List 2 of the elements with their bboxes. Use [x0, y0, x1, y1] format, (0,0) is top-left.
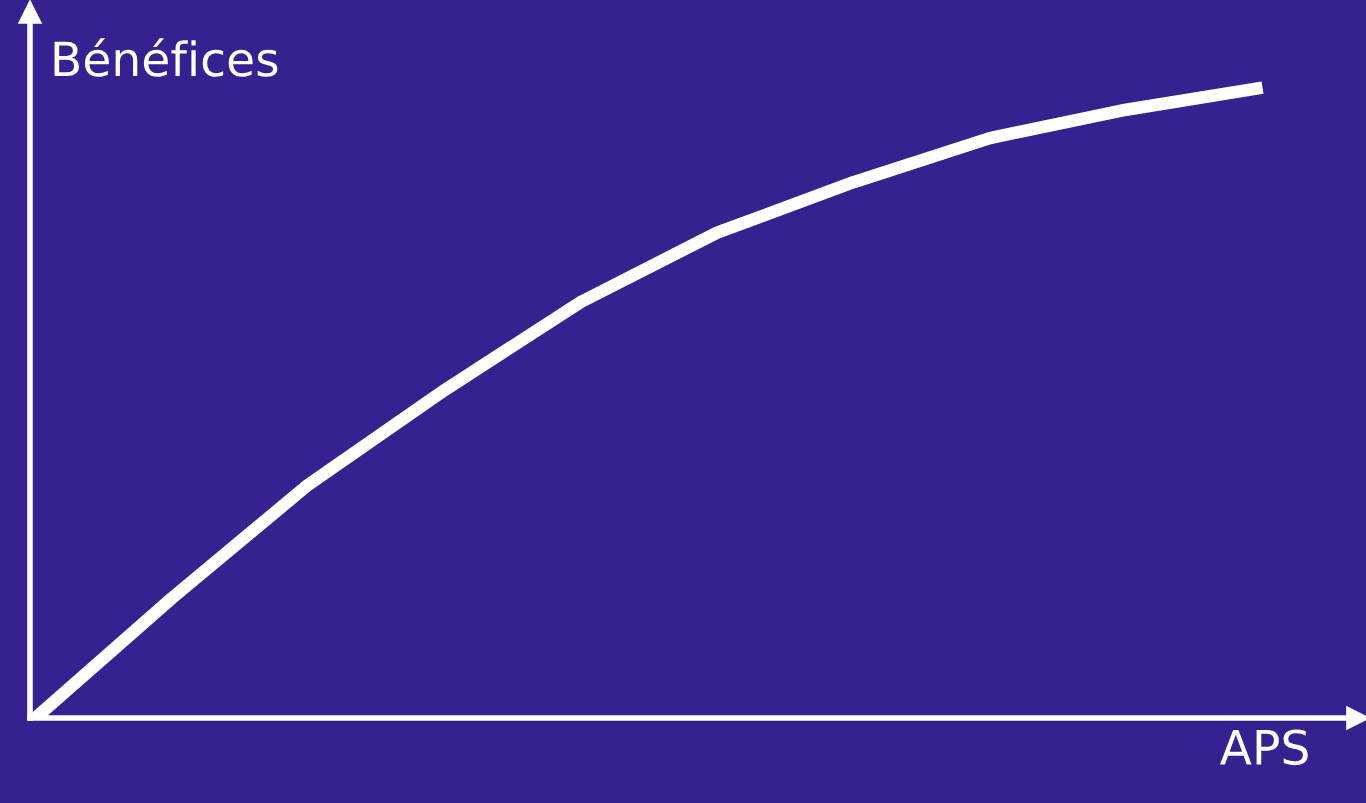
- x-axis-title: APS: [1220, 729, 1308, 766]
- y-axis-title: Bénéfices: [54, 38, 278, 77]
